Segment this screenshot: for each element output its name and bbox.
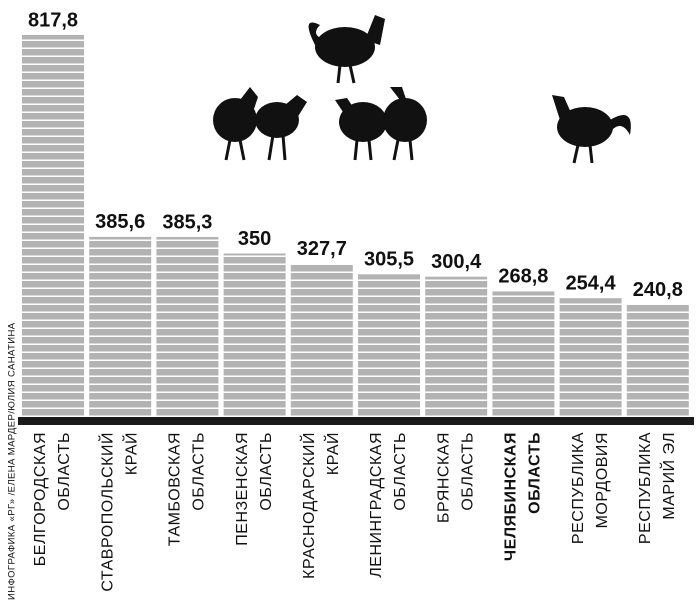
credit: ИНФОГРАФИКА «РГ» /ЕЛЕНА МАРДЕР/ЮЛИЯ САНА… (7, 322, 18, 600)
x-tick-label: ОБЛАСТЬ (459, 432, 476, 511)
bar (291, 264, 353, 417)
x-tick-label: РЕСПУБЛИКА (570, 432, 587, 544)
x-tick-label: БЕЛГОРОДСКАЯ (32, 432, 49, 566)
value-label: 268,8 (498, 266, 548, 288)
x-tick-label: РЕСПУБЛИКА (637, 432, 654, 544)
x-tick-label: ПЕНЗЕНСКАЯ (234, 432, 251, 546)
value-label: 385,3 (162, 211, 212, 233)
x-tick-label: КРАЙ (121, 432, 140, 475)
x-tick-label: БРЯНСКАЯ (435, 432, 452, 523)
x-tick-label: ОБЛАСТЬ (527, 432, 544, 514)
x-tick-label: МАРИЙ ЭЛ (659, 432, 678, 520)
value-label: 385,6 (95, 211, 145, 233)
x-tick-label: КРАСНОДАРСКИЙ (299, 432, 318, 579)
x-tick-label: МОРДОВИЯ (594, 432, 611, 528)
x-tick-label: ОБЛАСТЬ (191, 432, 208, 511)
bar (224, 254, 286, 417)
value-label: 327,7 (297, 238, 347, 260)
baseline (18, 417, 694, 425)
x-tick-label: ЛЕНИНГРАДСКАЯ (368, 432, 385, 578)
bar (492, 291, 554, 417)
value-label: 300,4 (431, 251, 482, 273)
bar (560, 298, 622, 417)
x-tick-label: КРАЙ (323, 432, 342, 475)
bar (22, 35, 84, 417)
bar (627, 305, 689, 417)
bar (89, 237, 151, 417)
x-tick-label: ОБЛАСТЬ (56, 432, 73, 511)
x-tick-label: ЧЕЛЯБИНСКАЯ (503, 432, 520, 561)
bar (425, 277, 487, 417)
bar (358, 274, 420, 417)
x-tick-label: ОБЛАСТЬ (258, 432, 275, 511)
decor-chickens (213, 15, 631, 163)
value-label: 350 (238, 228, 271, 250)
value-label: 240,8 (633, 279, 683, 301)
value-label: 305,5 (364, 249, 414, 271)
bar (156, 237, 218, 417)
value-label: 817,8 (28, 9, 78, 31)
x-tick-label: ОБЛАСТЬ (392, 432, 409, 511)
x-tick-label: ТАМБОВСКАЯ (167, 432, 184, 546)
x-tick-label: СТАВРОПОЛЬСКИЙ (97, 432, 116, 592)
value-label: 254,4 (566, 272, 617, 294)
chart: ИНФОГРАФИКА «РГ» /ЕЛЕНА МАРДЕР/ЮЛИЯ САНА… (0, 0, 697, 608)
